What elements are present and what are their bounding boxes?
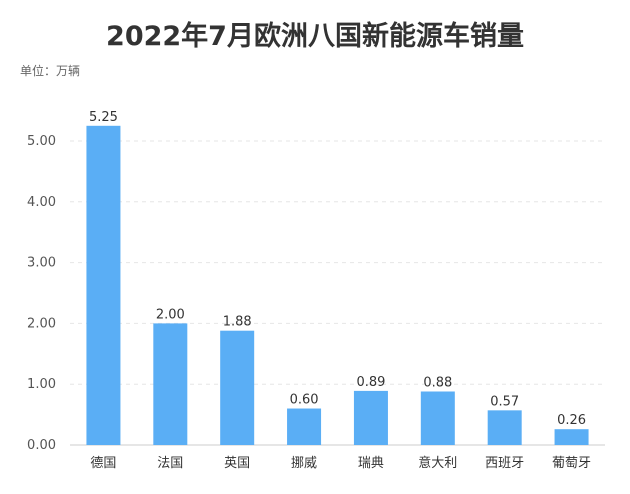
data-label: 0.60 [290,393,319,408]
bar [153,323,188,445]
bar [353,390,388,445]
x-tick-label: 西班牙 [485,456,524,471]
data-label: 0.89 [356,375,385,390]
unit-label: 单位：万辆 [20,64,81,78]
bar [420,391,455,445]
data-label: 0.26 [557,413,586,428]
x-tick-label: 瑞典 [358,456,384,471]
bar [554,429,589,445]
bar [220,330,255,445]
y-tick-label: 5.00 [27,134,56,149]
x-tick-label: 葡萄牙 [552,456,591,471]
data-label: 1.88 [223,315,252,330]
y-tick-label: 3.00 [27,256,56,271]
y-tick-label: 4.00 [27,195,56,210]
data-label: 0.57 [490,394,519,409]
data-label: 2.00 [156,307,185,322]
bar [287,408,322,445]
data-label: 5.25 [89,110,118,125]
y-tick-label: 2.00 [27,316,56,331]
x-tick-label: 英国 [224,456,250,471]
chart-title: 2022年7月欧洲八国新能源车销量 [106,21,524,52]
y-tick-label: 1.00 [27,377,56,392]
x-tick-label: 法国 [157,456,183,471]
bar [487,410,522,445]
y-tick-label: 0.00 [27,438,56,453]
x-tick-label: 德国 [90,456,116,471]
x-tick-label: 意大利 [418,455,457,471]
bar [86,125,121,446]
x-tick-label: 挪威 [291,456,317,471]
data-label: 0.88 [423,375,452,390]
